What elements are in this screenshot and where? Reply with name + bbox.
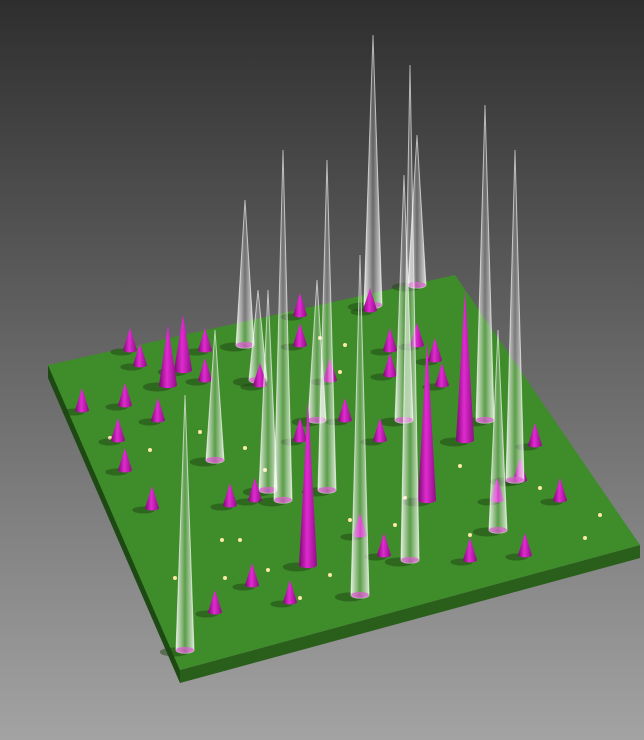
page: (() => { const NS = 'http://www.w3.org/2…: [0, 0, 644, 740]
light-dot: [328, 573, 332, 577]
spike-base: [176, 647, 194, 653]
light-dot: [198, 430, 202, 434]
spike-base: [274, 497, 292, 503]
spike-base: [206, 457, 224, 463]
light-dot: [243, 446, 247, 450]
light-dot: [223, 576, 227, 580]
light-dot: [538, 486, 542, 490]
light-dot: [148, 448, 152, 452]
light-dot: [266, 568, 270, 572]
spike-base: [236, 342, 254, 348]
spike-base: [351, 592, 369, 598]
spike-base: [476, 417, 494, 423]
light-dot: [583, 536, 587, 540]
scene: [0, 0, 644, 740]
spike-base: [318, 487, 336, 493]
spike-base: [489, 527, 507, 533]
light-dot: [343, 343, 347, 347]
light-dot: [458, 464, 462, 468]
light-dot: [173, 576, 177, 580]
spike-base: [401, 557, 419, 563]
light-dot: [468, 533, 472, 537]
light-dot: [298, 596, 302, 600]
light-dot: [393, 523, 397, 527]
spike-base: [506, 477, 524, 483]
light-dot: [348, 518, 352, 522]
light-dot: [238, 538, 242, 542]
light-dot: [338, 370, 342, 374]
light-dot: [598, 513, 602, 517]
light-dot: [220, 538, 224, 542]
